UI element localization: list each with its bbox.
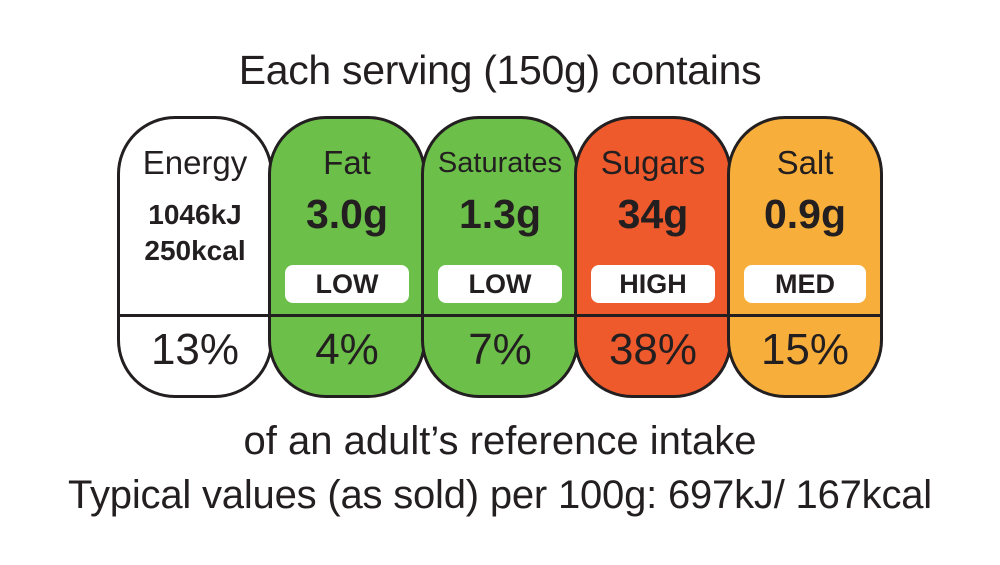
segment-percent: 13% xyxy=(150,325,240,374)
level-badge: LOW xyxy=(438,265,562,303)
segment-value: 1.3g xyxy=(458,191,542,237)
nutrition-label-strip: Energy 1046kJ 250kcal 13% Fat 3.0g LOW 4… xyxy=(117,116,883,398)
energy-kcal: 250kcal xyxy=(144,235,246,266)
segment-percent: 15% xyxy=(760,325,850,374)
segment-name: Salt xyxy=(776,144,834,181)
segment-sugars-top: Sugars 34g HIGH xyxy=(577,119,729,317)
segment-value: 3.0g xyxy=(305,191,389,237)
segment-percent: 4% xyxy=(315,325,379,374)
segment-name: Fat xyxy=(323,144,371,181)
serving-heading: Each serving (150g) contains xyxy=(238,47,762,93)
reference-intake-note: of an adult’s reference intake xyxy=(243,419,757,463)
segment-value: 0.9g xyxy=(763,191,847,237)
segment-name: Energy xyxy=(142,144,248,181)
level-badge: LOW xyxy=(285,265,409,303)
segment-sugars: Sugars 34g HIGH 38% xyxy=(574,116,732,398)
level-badge: MED xyxy=(744,265,866,303)
segment-name: Saturates xyxy=(437,147,563,179)
segment-percent: 38% xyxy=(608,325,698,374)
typical-values-note: Typical values (as sold) per 100g: 697kJ… xyxy=(67,473,932,517)
segment-energy: Energy 1046kJ 250kcal 13% xyxy=(117,116,273,398)
segment-salt-top: Salt 0.9g MED xyxy=(730,119,880,317)
segment-name: Sugars xyxy=(600,144,706,181)
segment-value: 34g xyxy=(617,191,689,237)
level-badge: HIGH xyxy=(591,265,715,303)
segment-energy-top: Energy 1046kJ 250kcal xyxy=(120,119,270,317)
segment-saturates-top: Saturates 1.3g LOW xyxy=(424,119,576,317)
segment-fat: Fat 3.0g LOW 4% xyxy=(268,116,426,398)
segment-percent: 7% xyxy=(468,325,532,374)
energy-kj: 1046kJ xyxy=(148,199,242,230)
segment-salt: Salt 0.9g MED 15% xyxy=(727,116,883,398)
segment-fat-top: Fat 3.0g LOW xyxy=(271,119,423,317)
segment-saturates: Saturates 1.3g LOW 7% xyxy=(421,116,579,398)
